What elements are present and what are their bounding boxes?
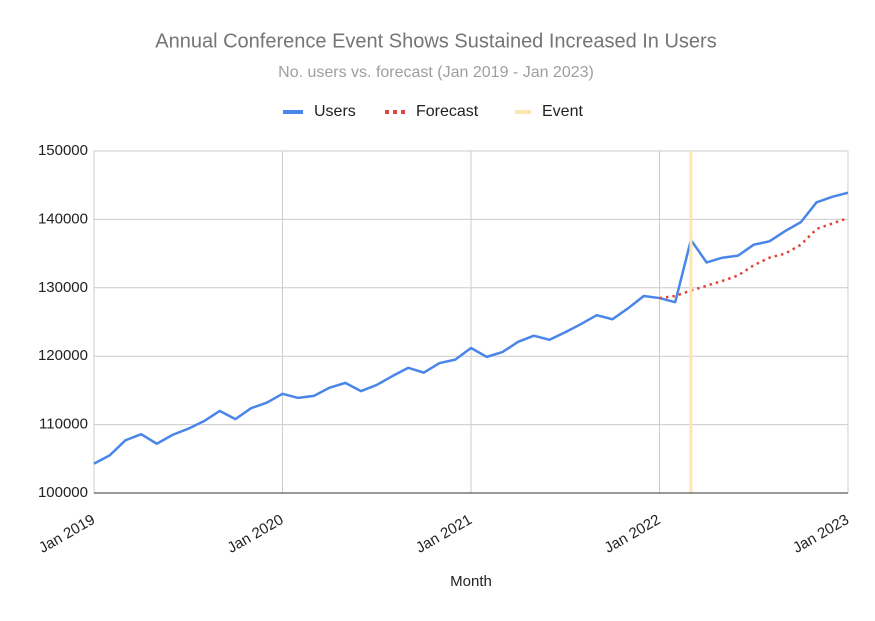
legend-label: Event: [542, 103, 583, 120]
y-tick-label: 110000: [39, 416, 88, 433]
chart-title: Annual Conference Event Shows Sustained …: [155, 30, 716, 52]
y-tick-label: 150000: [38, 142, 88, 159]
y-tick-label: 120000: [38, 347, 88, 364]
chart-subtitle: No. users vs. forecast (Jan 2019 - Jan 2…: [278, 64, 594, 81]
legend-label: Forecast: [416, 103, 479, 120]
series-line: [93, 191, 849, 465]
x-axis-title: Month: [450, 573, 492, 590]
y-tick-label: 100000: [38, 484, 88, 501]
y-tick-label: 130000: [38, 279, 88, 296]
legend-label: Users: [314, 103, 356, 120]
y-tick-label: 140000: [38, 210, 88, 227]
